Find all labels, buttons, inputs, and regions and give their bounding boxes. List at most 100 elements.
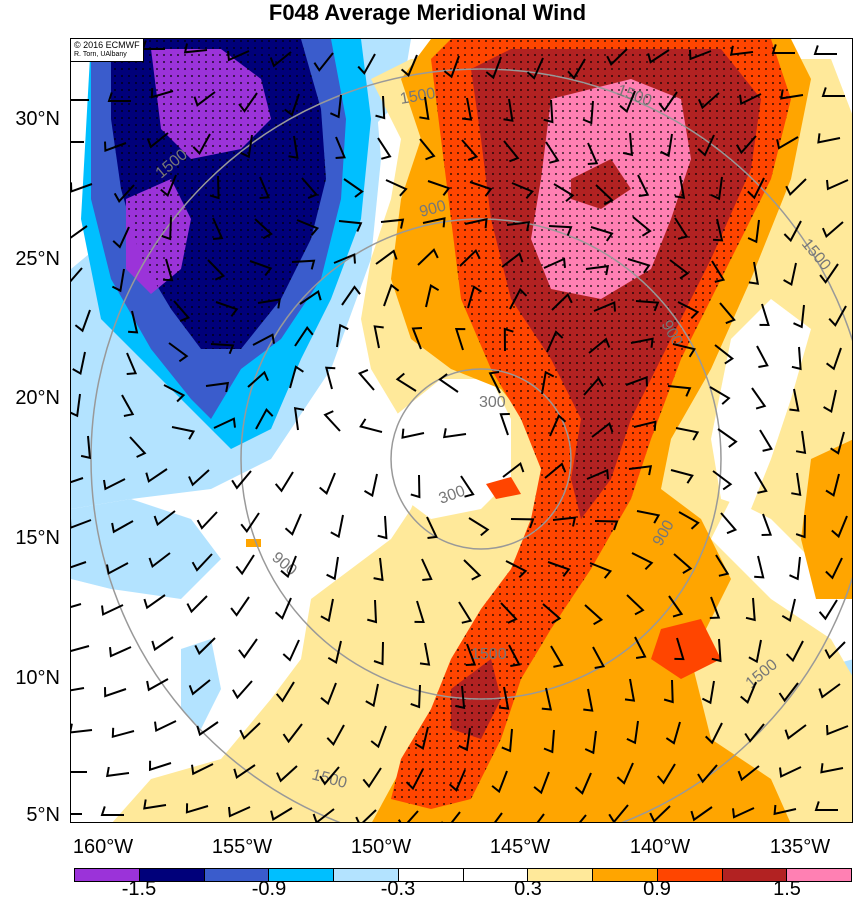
wind-barb <box>543 729 555 754</box>
wind-barb <box>826 179 849 191</box>
wind-barb <box>658 91 678 112</box>
wind-barb <box>335 136 346 159</box>
lon-label-160w: 160°W <box>72 836 134 858</box>
map-title: F048 Average Meridional Wind <box>268 0 587 25</box>
wind-barb <box>107 92 131 102</box>
range-ring-300 <box>390 368 572 550</box>
wind-barb <box>785 640 804 663</box>
wind-barb <box>747 177 765 200</box>
wind-barb <box>488 371 501 394</box>
credit-box: © 2016 ECMWF R. Torn, UAlbany <box>70 38 144 62</box>
wind-barb <box>380 218 405 229</box>
wind-barb <box>282 639 300 662</box>
wind-barb <box>150 88 174 99</box>
wind-barb <box>748 261 760 285</box>
wind-barb <box>773 804 797 816</box>
wind-barb <box>188 469 210 487</box>
wind-barb <box>783 262 797 287</box>
wind-barb <box>578 814 587 822</box>
wind-barb <box>503 327 514 352</box>
wind-barb <box>771 44 795 54</box>
wind-barb <box>499 413 510 436</box>
wind-barb <box>71 603 82 608</box>
wind-barb <box>789 388 800 412</box>
wind-barb <box>751 387 767 410</box>
wind-barb <box>503 140 520 163</box>
wind-barb <box>717 428 738 448</box>
wind-barb <box>188 679 211 696</box>
wind-barb <box>761 513 773 536</box>
wind-barb <box>500 602 518 624</box>
wind-barb <box>533 771 550 795</box>
shade-red-orange-tail <box>651 619 721 679</box>
wind-barb <box>289 365 304 389</box>
wind-barb <box>494 812 503 822</box>
wind-barb <box>748 639 762 664</box>
wind-barb <box>649 805 671 822</box>
wind-barb <box>818 599 838 621</box>
wind-barb <box>503 98 514 122</box>
colorbar-swatch <box>269 869 334 881</box>
wind-barb <box>355 809 377 822</box>
wind-barb <box>791 346 802 371</box>
wind-barb <box>593 301 616 312</box>
lon-label-150w: 150°W <box>350 836 412 858</box>
lon-label-145w: 145°W <box>489 836 551 858</box>
wind-barb <box>552 516 577 527</box>
wind-barb <box>357 53 376 75</box>
wind-barb <box>80 435 92 460</box>
wind-barb <box>595 184 614 206</box>
wind-barb <box>205 381 230 393</box>
wind-barb <box>103 478 126 491</box>
wind-barb <box>630 337 654 348</box>
wind-barb <box>419 138 436 161</box>
colorbar-swatch <box>657 869 723 881</box>
wind-barb <box>173 300 191 323</box>
wind-barb <box>634 636 647 659</box>
wind-barb <box>510 518 535 529</box>
wind-barb <box>207 259 226 281</box>
wind-barb <box>622 132 634 157</box>
wind-barb <box>299 289 322 305</box>
lat-label-30n: 30°N <box>15 108 60 130</box>
wind-barb <box>121 394 135 417</box>
wind-barb <box>296 219 320 236</box>
wind-barb <box>759 303 770 327</box>
wind-barb <box>161 216 172 241</box>
wind-barb <box>126 352 138 375</box>
wind-barb <box>592 646 606 669</box>
wind-barb <box>817 133 841 144</box>
wind-barb <box>511 182 534 199</box>
wind-barb <box>665 721 681 745</box>
wind-barb <box>674 637 685 661</box>
range-ring-label: 900 <box>418 198 448 221</box>
wind-barb <box>785 178 807 196</box>
wind-barb <box>215 301 239 317</box>
wind-barb <box>783 220 802 243</box>
wind-barb <box>228 806 251 818</box>
wind-barb <box>72 351 86 376</box>
lat-label-20n: 20°N <box>15 387 60 409</box>
wind-barb <box>163 384 186 403</box>
wind-barb <box>778 682 799 703</box>
wind-barb <box>146 678 169 692</box>
wind-barb <box>71 225 88 239</box>
wind-barb <box>627 258 651 274</box>
wind-barb <box>544 462 567 479</box>
shade-white-east <box>711 299 811 509</box>
wind-barb <box>71 813 82 815</box>
lat-label-10n: 10°N <box>15 667 60 689</box>
wind-barb <box>553 183 575 203</box>
wind-barb <box>417 248 439 266</box>
wind-barb <box>819 263 839 284</box>
wind-barb <box>421 558 433 581</box>
range-ring-label: 1500 <box>399 85 437 108</box>
wind-barb <box>711 260 726 283</box>
wind-barb <box>448 769 466 792</box>
wind-barb <box>320 682 337 706</box>
wind-barb <box>501 252 524 268</box>
wind-barb <box>239 722 261 740</box>
wind-barb <box>551 293 573 311</box>
wind-barb <box>635 300 660 312</box>
wind-barb <box>632 216 652 237</box>
